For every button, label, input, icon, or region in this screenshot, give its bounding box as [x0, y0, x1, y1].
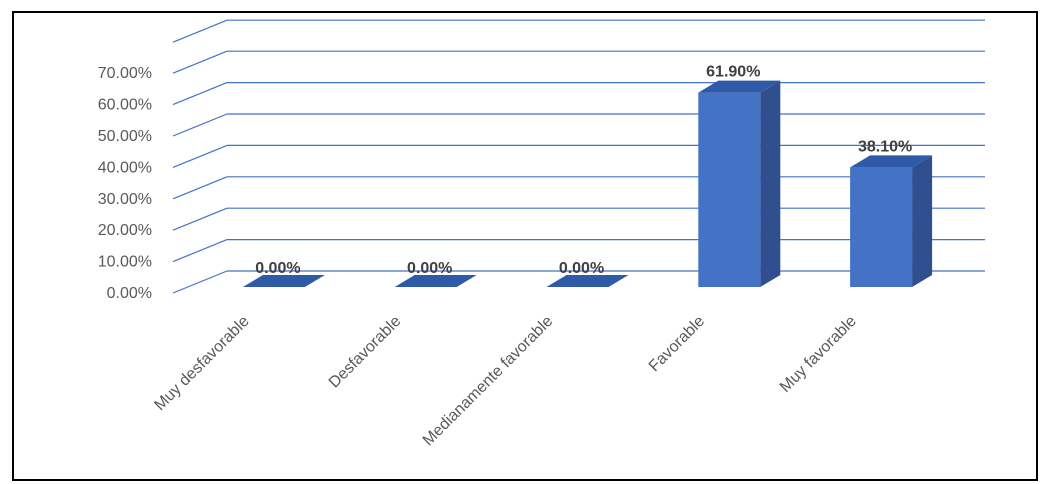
data-label: 0.00% [407, 260, 452, 277]
y-tick-label: 30.00% [98, 191, 152, 208]
x-tick-label: Muy favorable [777, 313, 860, 396]
bar-side [912, 155, 933, 287]
gridline-side [172, 270, 228, 294]
gridline-side [172, 82, 228, 106]
bar [242, 275, 325, 287]
bar-top [698, 80, 781, 93]
gridline-side [172, 239, 228, 263]
x-tick-label: Favorable [646, 313, 708, 375]
data-label: 0.00% [255, 260, 300, 277]
bar [394, 275, 477, 287]
y-tick-label: 20.00% [98, 222, 152, 239]
gridline-side [172, 176, 228, 200]
gridline-side [172, 144, 228, 168]
y-tick-label: 10.00% [98, 254, 152, 271]
gridline-side [172, 50, 228, 74]
x-tick-label: Medianamente favorable [420, 313, 557, 450]
bar [546, 275, 629, 287]
gridline-side [172, 19, 228, 43]
bar-side [760, 80, 781, 287]
gridline-side [172, 207, 228, 231]
data-label: 38.10% [858, 138, 912, 155]
data-label: 0.00% [559, 260, 604, 277]
x-tick-label: Desfavorable [326, 313, 405, 392]
y-tick-label: 60.00% [98, 97, 152, 114]
gridline-side [172, 113, 228, 137]
bar-top [850, 155, 933, 168]
bar [698, 92, 761, 287]
bar [850, 167, 913, 287]
x-tick-label: Muy desfavorable [151, 313, 252, 414]
y-tick-label: 0.00% [107, 285, 152, 302]
y-tick-label: 70.00% [98, 65, 152, 82]
data-label: 61.90% [706, 64, 760, 81]
y-tick-label: 40.00% [98, 159, 152, 176]
y-tick-label: 50.00% [98, 128, 152, 145]
